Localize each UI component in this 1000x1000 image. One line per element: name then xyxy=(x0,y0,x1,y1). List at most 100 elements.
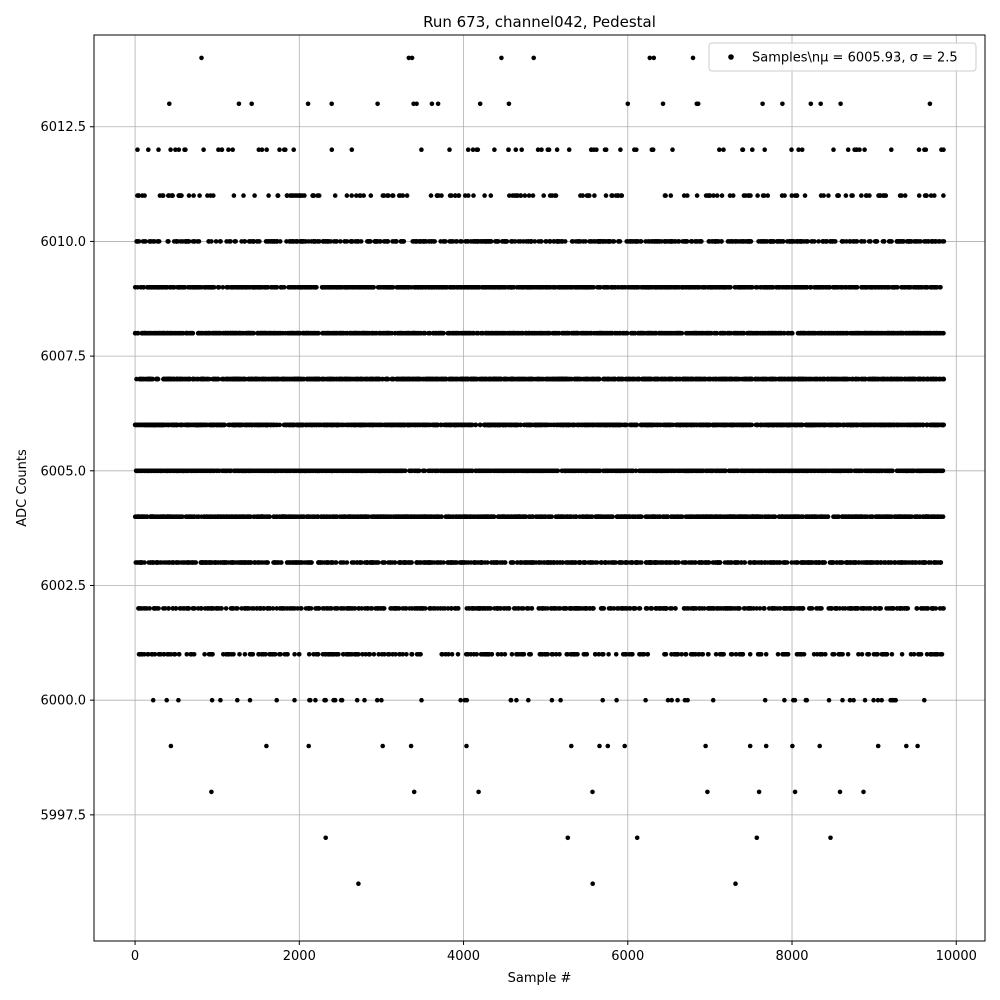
data-point xyxy=(584,468,590,474)
data-point xyxy=(445,606,451,611)
data-point xyxy=(849,468,854,474)
data-point xyxy=(639,560,644,565)
data-point xyxy=(609,514,615,519)
data-point xyxy=(711,560,716,565)
data-point xyxy=(887,468,893,474)
data-point xyxy=(315,468,320,474)
data-point xyxy=(862,697,868,703)
data-point xyxy=(742,560,747,565)
data-point xyxy=(829,560,835,565)
data-point xyxy=(381,514,386,519)
data-point xyxy=(590,789,595,795)
data-point xyxy=(401,560,407,565)
data-point xyxy=(536,606,541,611)
data-point xyxy=(755,514,760,519)
data-point xyxy=(697,606,702,611)
data-point xyxy=(710,697,716,703)
data-point xyxy=(845,652,851,657)
data-point xyxy=(802,560,808,565)
data-point xyxy=(605,468,611,474)
data-point xyxy=(535,468,541,474)
data-point xyxy=(138,560,144,565)
data-point xyxy=(294,514,299,519)
data-point xyxy=(478,560,484,565)
data-point xyxy=(232,514,238,519)
data-point xyxy=(823,468,828,474)
data-point xyxy=(598,514,604,519)
data-point xyxy=(376,468,382,474)
data-point xyxy=(848,606,854,611)
data-point xyxy=(592,468,597,474)
data-point xyxy=(466,606,472,611)
data-point xyxy=(705,652,711,657)
data-point xyxy=(446,652,451,657)
data-point xyxy=(168,468,173,474)
data-point xyxy=(669,697,674,703)
data-point xyxy=(889,652,895,657)
data-point xyxy=(723,606,728,611)
data-point xyxy=(308,697,313,703)
data-point xyxy=(458,697,463,703)
data-point xyxy=(231,468,237,474)
data-point xyxy=(455,606,461,611)
data-point xyxy=(539,560,544,565)
data-point xyxy=(689,560,695,565)
data-point xyxy=(351,560,357,565)
data-point xyxy=(332,514,338,519)
data-point xyxy=(808,468,814,474)
data-point xyxy=(741,606,747,611)
data-point xyxy=(729,652,735,657)
data-point xyxy=(887,514,892,519)
data-point xyxy=(593,560,598,565)
data-point xyxy=(247,697,253,703)
data-point xyxy=(549,606,554,611)
data-point xyxy=(727,514,733,519)
data-point xyxy=(619,606,624,611)
data-point xyxy=(643,697,648,703)
data-point xyxy=(166,560,172,565)
data-point xyxy=(857,514,862,519)
data-point xyxy=(694,514,699,519)
data-point xyxy=(717,514,722,519)
data-point xyxy=(878,606,883,611)
data-point xyxy=(387,560,393,565)
data-point xyxy=(354,514,359,519)
data-point xyxy=(134,468,140,474)
data-point xyxy=(703,743,708,749)
data-point xyxy=(874,514,880,519)
data-point xyxy=(848,514,854,519)
data-point xyxy=(324,468,329,474)
data-point xyxy=(693,652,698,657)
data-point xyxy=(791,606,797,611)
data-point xyxy=(408,743,414,749)
data-point xyxy=(891,697,897,703)
data-point xyxy=(323,697,329,703)
data-point xyxy=(565,652,570,657)
data-point xyxy=(511,560,516,565)
data-point xyxy=(557,652,562,657)
data-point xyxy=(636,606,642,611)
data-point xyxy=(603,560,608,565)
data-point xyxy=(411,514,417,519)
data-point xyxy=(530,514,535,519)
data-point xyxy=(938,468,944,474)
data-point xyxy=(185,514,191,519)
data-point xyxy=(272,514,277,519)
data-point xyxy=(673,606,678,611)
data-point xyxy=(637,468,642,474)
data-point xyxy=(216,560,221,565)
data-point xyxy=(142,560,147,565)
data-point xyxy=(739,514,745,519)
data-point xyxy=(209,697,215,703)
data-point xyxy=(282,606,288,611)
data-point xyxy=(830,468,836,474)
data-point xyxy=(223,606,229,611)
data-point xyxy=(209,652,215,657)
data-point xyxy=(772,514,778,519)
data-point xyxy=(189,652,195,657)
data-point xyxy=(929,606,935,611)
data-point xyxy=(770,606,776,611)
data-point xyxy=(529,606,535,611)
data-point xyxy=(419,697,424,703)
